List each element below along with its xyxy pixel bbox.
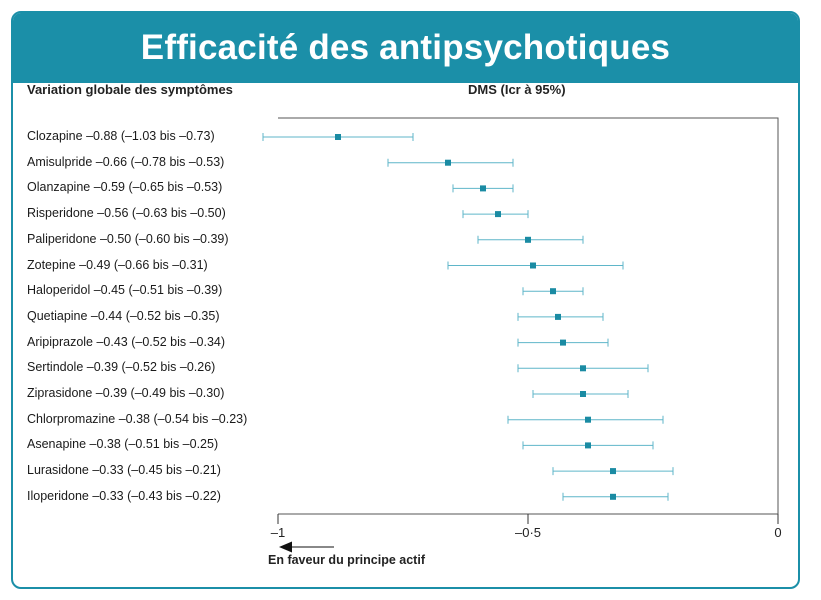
drug-label: Zotepine –0.49 (–0.66 bis –0.31) bbox=[27, 257, 208, 272]
x-tick-label: 0 bbox=[774, 525, 781, 540]
right-column-header: DMS (Icr à 95%) bbox=[468, 82, 566, 97]
plot-border bbox=[278, 117, 779, 515]
point-estimate bbox=[610, 493, 616, 500]
point-estimate bbox=[580, 365, 586, 372]
drug-label: Iloperidone –0.33 (–0.43 bis –0.22) bbox=[27, 488, 221, 503]
drug-label: Chlorpromazine –0.38 (–0.54 bis –0.23) bbox=[27, 411, 248, 426]
point-estimate bbox=[335, 134, 341, 140]
favour-arrow-head bbox=[279, 541, 292, 553]
favour-active-label: En faveur du principe actif bbox=[268, 553, 425, 567]
drug-label: Risperidone –0.56 (–0.63 bis –0.50) bbox=[27, 206, 226, 221]
drug-label: Lurasidone –0.33 (–0.45 bis –0.21) bbox=[27, 463, 221, 478]
drug-label: Quetiapine –0.44 (–0.52 bis –0.35) bbox=[27, 308, 220, 323]
point-estimate bbox=[560, 339, 566, 346]
point-estimate bbox=[495, 211, 501, 218]
point-estimate bbox=[585, 442, 591, 449]
drug-label: Paliperidone –0.50 (–0.60 bis –0.39) bbox=[27, 231, 229, 246]
point-estimate bbox=[530, 262, 536, 269]
point-estimate bbox=[610, 468, 616, 475]
drug-label: Clozapine –0.88 (–1.03 bis –0.73) bbox=[27, 129, 215, 143]
point-estimate bbox=[445, 159, 451, 166]
x-tick-label: –1 bbox=[271, 525, 285, 540]
drug-label: Ziprasidone –0.39 (–0.49 bis –0.30) bbox=[27, 386, 225, 400]
point-estimate bbox=[525, 236, 531, 243]
x-tick-label: –0·5 bbox=[515, 525, 541, 540]
title-banner: Efficacité des antipsychotiques bbox=[13, 13, 798, 83]
drug-label: Haloperidol –0.45 (–0.51 bis –0.39) bbox=[27, 283, 223, 298]
point-estimate bbox=[585, 416, 591, 423]
drug-label: Sertindole –0.39 (–0.52 bis –0.26) bbox=[27, 360, 216, 375]
point-estimate bbox=[580, 391, 586, 397]
chart-title: Efficacité des antipsychotiques bbox=[140, 28, 671, 67]
drug-label: Aripiprazole –0.43 (–0.52 bis –0.34) bbox=[27, 334, 226, 349]
drug-label: Amisulpride –0.66 (–0.78 bis –0.53) bbox=[27, 154, 225, 169]
point-estimate bbox=[555, 313, 561, 320]
drug-label: Olanzapine –0.59 (–0.65 bis –0.53) bbox=[27, 180, 223, 195]
point-estimate bbox=[550, 288, 556, 295]
drug-label: Asenapine –0.38 (–0.51 bis –0.25) bbox=[27, 437, 219, 452]
point-estimate bbox=[480, 185, 486, 192]
chart-frame: Efficacité des antipsychotiques bbox=[11, 11, 800, 589]
left-column-header: Variation globale des symptômes bbox=[27, 82, 233, 97]
